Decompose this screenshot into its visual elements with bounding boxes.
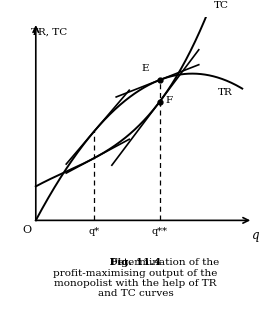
Text: q**: q** xyxy=(152,227,168,236)
Text: Determination of the
profit-maximising output of the
monopolist with the help of: Determination of the profit-maximising o… xyxy=(51,258,220,298)
Text: E: E xyxy=(141,64,149,73)
Text: TR, TC: TR, TC xyxy=(31,28,68,37)
Text: Fig. 11.4: Fig. 11.4 xyxy=(110,258,161,267)
Text: q: q xyxy=(251,229,259,242)
Text: O: O xyxy=(22,225,32,235)
Text: F: F xyxy=(165,96,172,105)
Text: q*: q* xyxy=(89,227,100,236)
Text: TR: TR xyxy=(218,88,233,97)
Text: TC: TC xyxy=(214,1,229,10)
